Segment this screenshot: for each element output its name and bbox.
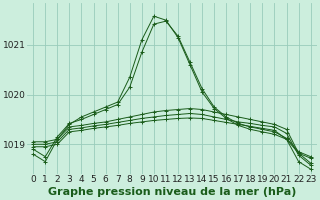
X-axis label: Graphe pression niveau de la mer (hPa): Graphe pression niveau de la mer (hPa) [48,187,296,197]
